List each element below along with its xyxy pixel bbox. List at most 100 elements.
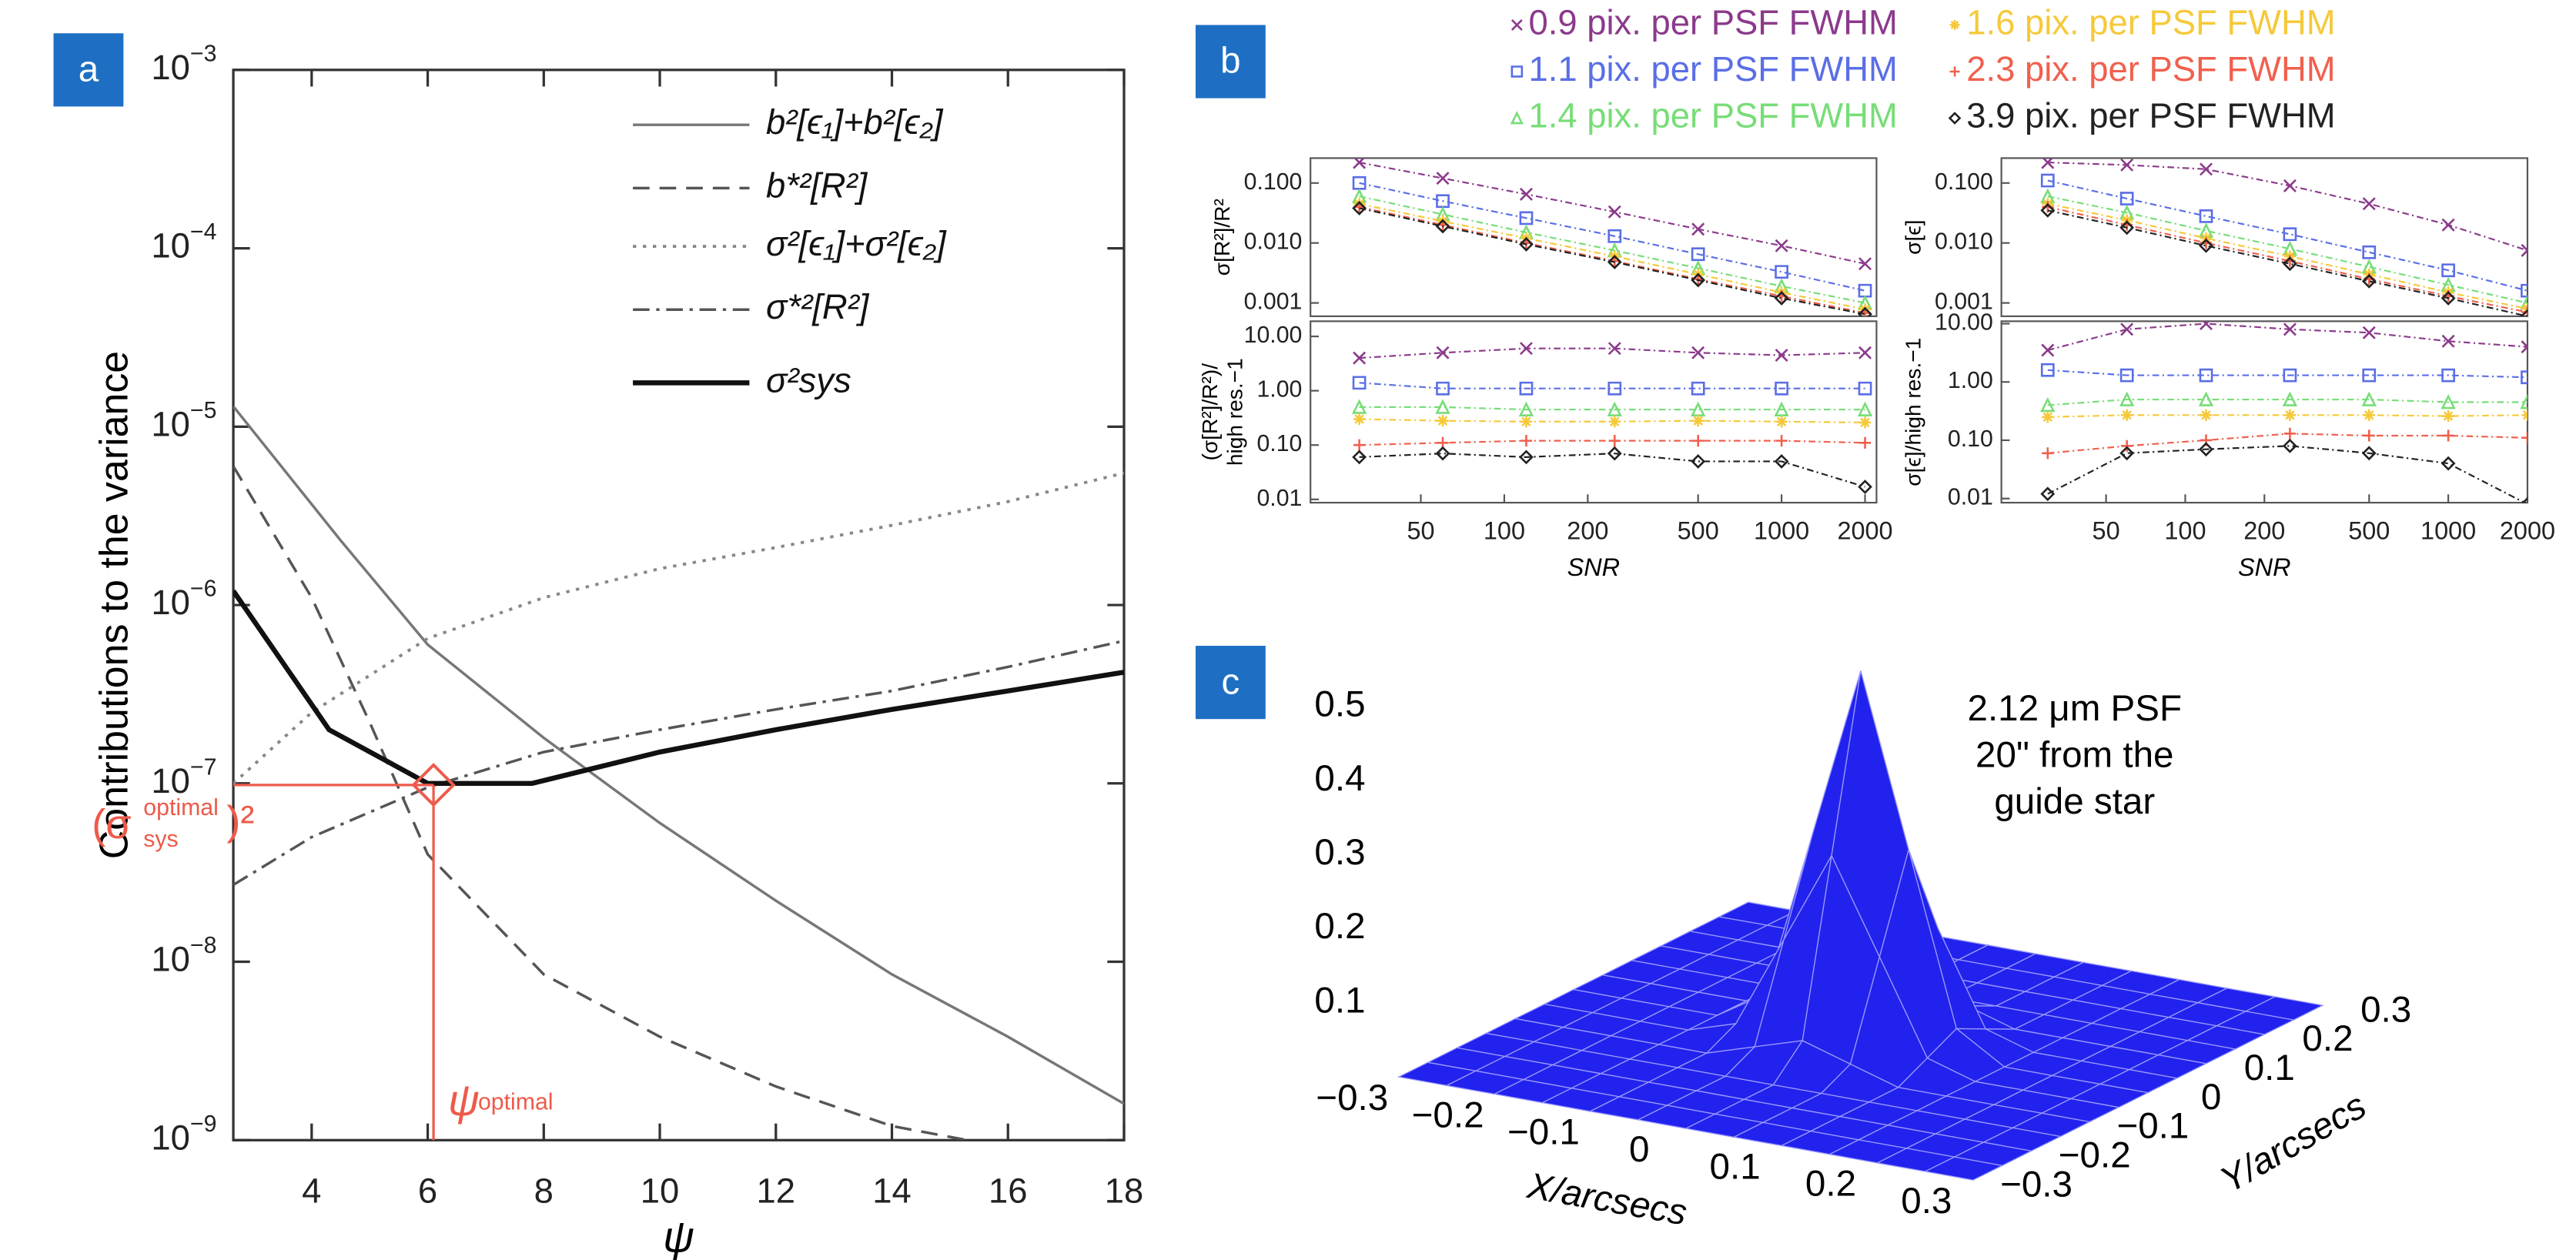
y-tick-label: 0.3	[2360, 989, 2411, 1030]
plot-series	[2040, 158, 2527, 316]
marker	[1691, 346, 1705, 359]
series-line	[233, 471, 1124, 785]
series-line	[233, 589, 1124, 787]
x-tick-label: 200	[2243, 517, 2285, 545]
marker	[1352, 450, 1367, 465]
marker	[2042, 411, 2054, 423]
marker	[1691, 381, 1705, 396]
plot-series	[1351, 158, 1873, 316]
marker	[2441, 291, 2456, 306]
marker	[2200, 162, 2213, 176]
marker	[2521, 306, 2527, 316]
y-tick-label: 10−4	[151, 219, 216, 265]
series-line	[233, 405, 1124, 1105]
legend-label: 1.1 pix. per PSF FWHM	[1528, 49, 1897, 89]
marker	[1857, 401, 1873, 416]
x-tick-label: 1000	[1754, 517, 1809, 545]
marker	[1520, 435, 1533, 447]
y-tick-label: 0.010	[1244, 229, 1303, 255]
marker	[2283, 227, 2297, 242]
panel-label-box	[1195, 646, 1266, 720]
marker	[2361, 446, 2377, 461]
annotation: ψ	[448, 1076, 480, 1125]
y-tick-label: 0.001	[1244, 289, 1303, 315]
marker	[1775, 381, 1788, 396]
y-tick-label: 10−5	[151, 398, 216, 443]
marker	[1858, 381, 1872, 396]
marker	[1858, 416, 1872, 429]
legend-label: b*²[R²]	[766, 165, 868, 205]
y-tick-label: 0.01	[1948, 485, 1993, 510]
marker	[1510, 111, 1524, 125]
panel-label: a	[79, 49, 99, 90]
panel-label-box	[53, 33, 124, 107]
marker	[2119, 391, 2135, 406]
x-tick-label: 12	[757, 1171, 796, 1211]
marker	[1607, 446, 1622, 461]
marker	[1775, 416, 1788, 428]
marker	[1519, 342, 1533, 356]
marker	[2442, 409, 2454, 423]
marker	[2041, 343, 2055, 357]
series-line	[1359, 382, 1865, 389]
marker	[1949, 19, 1960, 30]
series-line	[233, 465, 968, 1141]
series-line	[1359, 453, 1865, 488]
x-tick-label: 0.2	[1805, 1164, 1856, 1205]
series-line	[1359, 182, 1865, 292]
y-tick-label: 1.00	[1256, 377, 1302, 403]
marker	[1607, 381, 1622, 396]
marker	[2199, 209, 2213, 223]
marker	[2121, 409, 2133, 421]
annotation: 2.12 μm PSF	[1968, 688, 2183, 729]
marker	[2040, 486, 2056, 502]
marker	[2040, 202, 2056, 218]
y-tick-label: 10−8	[151, 933, 216, 978]
series-line	[2047, 369, 2527, 379]
marker	[2283, 323, 2297, 336]
marker	[1774, 454, 1789, 469]
marker	[1607, 401, 1622, 416]
marker	[2441, 456, 2456, 471]
marker	[1775, 349, 1788, 363]
marker	[2441, 218, 2455, 232]
marker	[1519, 187, 1533, 201]
marker	[2198, 391, 2214, 406]
x-tick-label: 4	[302, 1171, 321, 1211]
x-tick-label: 100	[1484, 517, 1525, 545]
y-tick-label: 0.100	[1935, 169, 1993, 195]
legend-label: b²[ϵ₁]+b²[ϵ₂]	[766, 102, 944, 142]
marker	[2363, 409, 2375, 421]
marker	[1691, 272, 1706, 288]
marker	[2200, 409, 2213, 421]
y-tick-label: −0.1	[2116, 1106, 2189, 1147]
y-tick-label: 0.01	[1256, 486, 1302, 511]
marker	[2119, 446, 2135, 461]
marker	[1437, 415, 1449, 427]
marker	[2521, 496, 2527, 503]
marker	[2283, 368, 2297, 383]
plot-frame	[232, 69, 1126, 1141]
x-axis-label: SNR	[2238, 553, 2290, 581]
marker	[2120, 323, 2134, 336]
marker	[1608, 435, 1621, 447]
x-tick-label: 0	[1629, 1129, 1649, 1170]
y-axis-label: σ[ϵ]/high res.−1	[1902, 338, 1925, 486]
plot-frame	[1310, 320, 1878, 504]
marker	[2520, 309, 2527, 316]
legend-label: 1.6 pix. per PSF FWHM	[1966, 2, 2335, 42]
marker	[2521, 243, 2527, 257]
marker	[1858, 257, 1872, 271]
marker	[2119, 368, 2134, 383]
surface-cell	[1923, 1156, 2004, 1181]
x-tick-label: 18	[1105, 1171, 1144, 1211]
annotation: optimal	[478, 1090, 554, 1115]
y-tick-label: −0.2	[2059, 1135, 2131, 1176]
plot-series	[1351, 342, 1873, 494]
x-axis-label: ψ	[663, 1212, 694, 1260]
x-tick-label: 2000	[1837, 517, 1892, 545]
annotation: )²	[226, 798, 254, 844]
marker	[2283, 256, 2297, 272]
y-tick-label: 0.10	[1948, 426, 1993, 452]
x-axis-label: SNR	[1567, 553, 1620, 581]
